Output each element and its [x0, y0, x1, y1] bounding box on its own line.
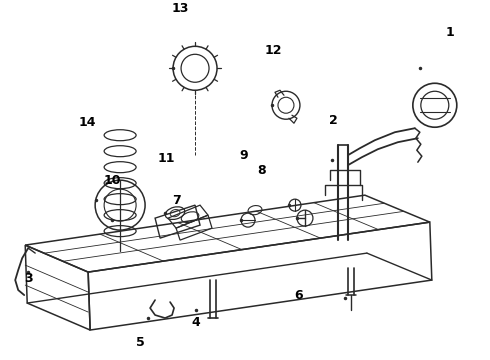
Text: 14: 14: [78, 116, 96, 129]
Text: 6: 6: [294, 289, 303, 302]
Text: 4: 4: [192, 315, 200, 329]
Text: 2: 2: [328, 114, 337, 127]
Text: 8: 8: [258, 164, 266, 177]
Text: 7: 7: [172, 194, 180, 207]
Text: 13: 13: [172, 2, 189, 15]
Text: 11: 11: [157, 152, 175, 165]
Text: 9: 9: [240, 149, 248, 162]
Text: 10: 10: [103, 174, 121, 187]
Text: 12: 12: [264, 44, 282, 57]
Text: 1: 1: [445, 26, 454, 39]
Text: 3: 3: [24, 271, 32, 284]
Text: 5: 5: [136, 336, 145, 348]
